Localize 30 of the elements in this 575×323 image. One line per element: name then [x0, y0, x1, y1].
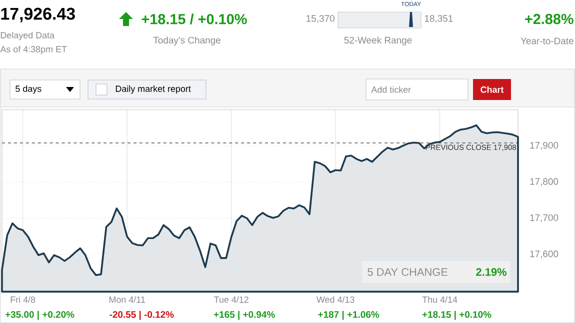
annotation: 2.19%	[476, 268, 507, 276]
text: Today’s Change	[153, 36, 220, 46]
text: +18.15 / +0.10%	[142, 14, 247, 24]
text: Delayed Data	[0, 32, 55, 40]
text: +165 | +0.94%	[214, 310, 275, 320]
text: +35.00 | +0.20%	[5, 310, 74, 320]
text: +2.88%	[525, 14, 574, 24]
text: As of 4:38pm ET	[0, 46, 67, 54]
text: Daily market report	[116, 85, 191, 94]
y-tick-label: 17,700	[530, 214, 558, 222]
text: 52-Week Range	[344, 36, 412, 46]
text: 5 days	[16, 85, 42, 94]
text: 15,370	[306, 15, 334, 23]
x-tick-label: Fri 4/8	[10, 296, 36, 303]
x-tick-label: Thu 4/14	[422, 296, 458, 303]
annotation: 5 DAY CHANGE	[368, 268, 448, 276]
text: +18.15 | +0.10%	[422, 310, 492, 320]
text: 17,926.43	[1, 8, 75, 22]
y-tick-label: 17,800	[530, 178, 558, 186]
x-tick-label: Mon 4/11	[109, 296, 146, 303]
x-tick-label: Tue 4/12	[214, 296, 248, 303]
y-tick-label: 17,900	[530, 142, 558, 150]
text: -20.55 | -0.12%	[110, 310, 174, 320]
x-tick-label: Wed 4/13	[316, 296, 354, 303]
text: 18,351	[424, 15, 453, 23]
text: Year-to-Date	[520, 38, 574, 44]
text: +187 | +1.06%	[318, 310, 380, 320]
text: Chart	[480, 86, 504, 93]
y-tick-label: 17,600	[530, 250, 558, 258]
text: Add ticker	[371, 86, 411, 93]
